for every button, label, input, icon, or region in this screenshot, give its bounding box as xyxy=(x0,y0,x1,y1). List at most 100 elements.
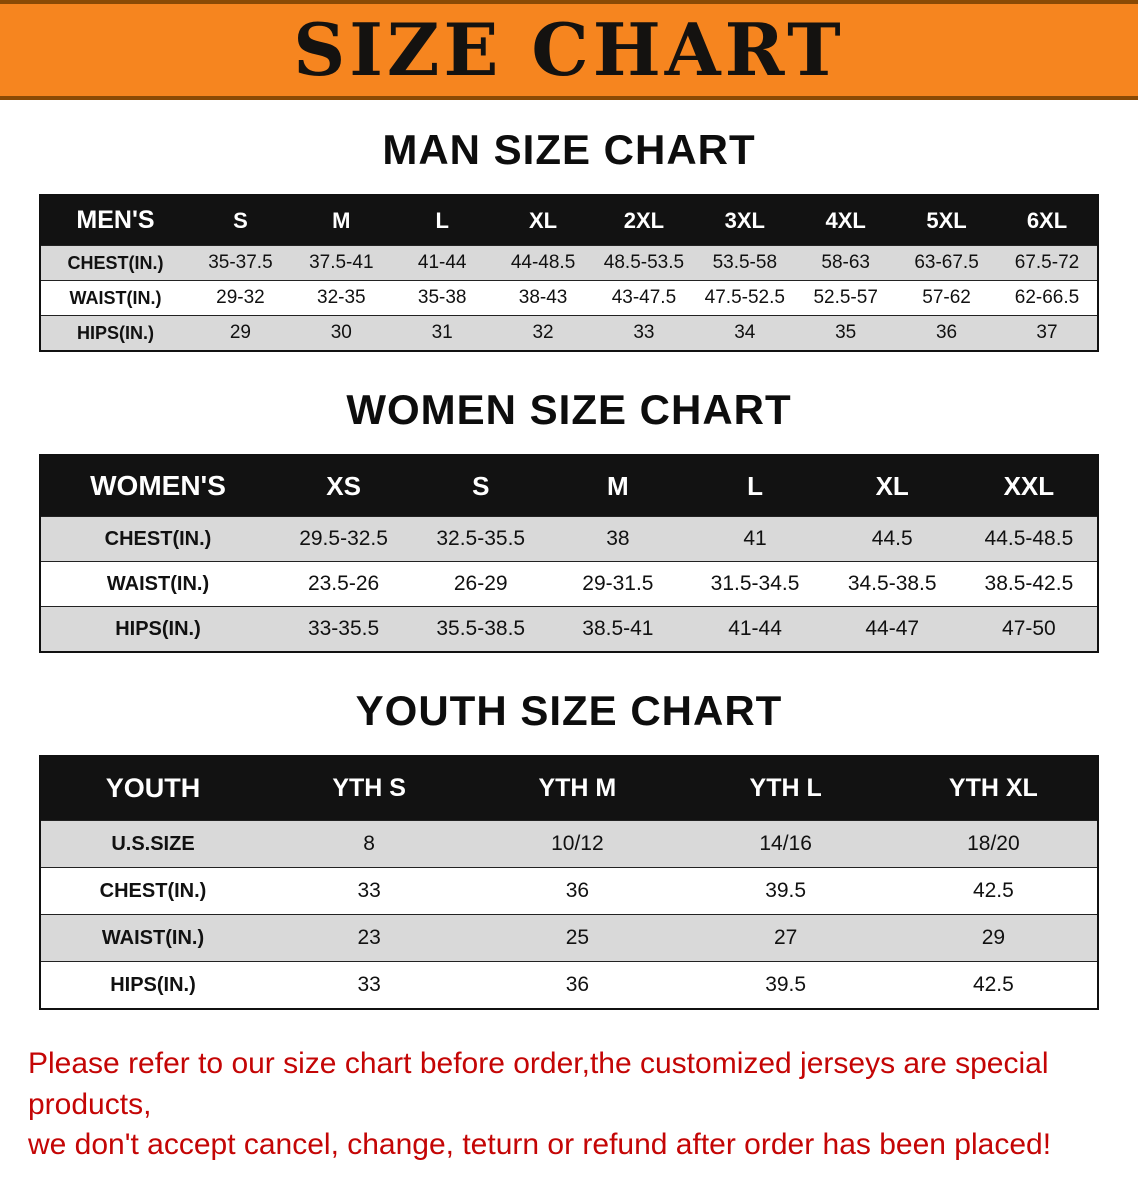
table-row: HIPS(IN.) 29 30 31 32 33 34 35 36 37 xyxy=(40,315,1098,352)
size-value-cell: 29-31.5 xyxy=(549,561,687,607)
size-value-cell: 63-67.5 xyxy=(896,245,997,281)
youth-header-row: YOUTH YTH S YTH M YTH L YTH XL xyxy=(40,756,1098,821)
youth-size-heading: YOUTH SIZE CHART xyxy=(355,687,783,734)
women-size-table: WOMEN'S XS S M L XL XXL CHEST(IN.) 29.5-32.5 32.5… xyxy=(39,454,1099,653)
size-value-cell: 23.5-26 xyxy=(275,561,413,607)
size-value-cell: 32-35 xyxy=(290,280,392,316)
row-label-cell: CHEST(IN.) xyxy=(40,516,275,562)
size-value-cell: 47.5-52.5 xyxy=(694,280,796,316)
size-value-cell: 35-38 xyxy=(391,280,493,316)
table-row: WAIST(IN.) 23.5-26 26-29 29-31.5 31.5-34.5 34… xyxy=(40,561,1098,607)
size-column-header: YTH S xyxy=(265,756,474,821)
youth-size-section: YOUTH SIZE CHART YOUTH YTH S YTH M YTH L YTH… xyxy=(0,687,1138,1010)
women-size-section: WOMEN SIZE CHART WOMEN'S XS S M L XL XXL CHEST(… xyxy=(0,386,1138,653)
size-value-cell: 38.5-42.5 xyxy=(960,561,1098,607)
table-row: CHEST(IN.) 35-37.5 37.5-41 41-44 44-48.5 48.5… xyxy=(40,245,1098,281)
table-row: WAIST(IN.) 23 25 27 29 xyxy=(40,914,1098,962)
size-value-cell: 33-35.5 xyxy=(275,606,413,653)
size-value-cell: 48.5-53.5 xyxy=(593,245,695,281)
size-value-cell: 38-43 xyxy=(492,280,594,316)
size-value-cell: 41-44 xyxy=(686,606,824,653)
size-value-cell: 36 xyxy=(473,867,682,915)
size-value-cell: 38 xyxy=(549,516,687,562)
women-header-row: WOMEN'S XS S M L XL XXL xyxy=(40,455,1098,517)
size-value-cell: 37 xyxy=(997,315,1098,352)
banner-title: SIZE CHART xyxy=(293,7,845,92)
table-row: CHEST(IN.) 29.5-32.5 32.5-35.5 38 41 44.5 44.5… xyxy=(40,516,1098,562)
size-column-header: YTH M xyxy=(473,756,682,821)
size-value-cell: 30 xyxy=(290,315,392,352)
size-value-cell: 58-63 xyxy=(795,245,897,281)
size-value-cell: 44.5 xyxy=(823,516,961,562)
size-column-header: L xyxy=(686,455,824,517)
size-value-cell: 44.5-48.5 xyxy=(960,516,1098,562)
men-size-section: MAN SIZE CHART MEN'S S M L XL 2XL 3XL 4XL 5XL 6XL… xyxy=(0,126,1138,352)
size-column-header: 3XL xyxy=(694,195,796,246)
size-value-cell: 36 xyxy=(896,315,997,352)
size-value-cell: 33 xyxy=(593,315,695,352)
row-label-cell: WAIST(IN.) xyxy=(40,561,275,607)
size-column-header: 5XL xyxy=(896,195,997,246)
size-value-cell: 41-44 xyxy=(391,245,493,281)
size-value-cell: 47-50 xyxy=(960,606,1098,653)
row-label-cell: U.S.SIZE xyxy=(40,820,265,868)
size-value-cell: 33 xyxy=(265,961,474,1010)
size-value-cell: 29-32 xyxy=(190,280,291,316)
size-value-cell: 35 xyxy=(795,315,897,352)
row-label-cell: WAIST(IN.) xyxy=(40,280,190,316)
size-value-cell: 31.5-34.5 xyxy=(686,561,824,607)
size-value-cell: 27 xyxy=(681,914,890,962)
row-label-cell: CHEST(IN.) xyxy=(40,245,190,281)
size-value-cell: 37.5-41 xyxy=(290,245,392,281)
row-label-cell: WAIST(IN.) xyxy=(40,914,265,962)
table-row: HIPS(IN.) 33 36 39.5 42.5 xyxy=(40,961,1098,1010)
size-value-cell: 31 xyxy=(391,315,493,352)
size-value-cell: 62-66.5 xyxy=(997,280,1098,316)
size-column-header: XL xyxy=(492,195,594,246)
size-column-header: XS xyxy=(275,455,413,517)
size-value-cell: 23 xyxy=(265,914,474,962)
size-chart-banner: SIZE CHART xyxy=(0,0,1138,100)
size-value-cell: 14/16 xyxy=(681,820,890,868)
size-column-header: 4XL xyxy=(795,195,897,246)
size-value-cell: 36 xyxy=(473,961,682,1010)
size-value-cell: 44-48.5 xyxy=(492,245,594,281)
men-size-heading: MAN SIZE CHART xyxy=(382,126,756,173)
size-value-cell: 26-29 xyxy=(412,561,550,607)
size-value-cell: 33 xyxy=(265,867,474,915)
size-value-cell: 38.5-41 xyxy=(549,606,687,653)
size-column-header: S xyxy=(412,455,550,517)
row-label-cell: HIPS(IN.) xyxy=(40,315,190,352)
size-value-cell: 8 xyxy=(265,820,474,868)
men-size-table: MEN'S S M L XL 2XL 3XL 4XL 5XL 6XL CHEST(IN.) 35-37… xyxy=(39,194,1099,352)
size-value-cell: 34 xyxy=(694,315,796,352)
size-value-cell: 57-62 xyxy=(896,280,997,316)
row-label-cell: CHEST(IN.) xyxy=(40,867,265,915)
size-value-cell: 32.5-35.5 xyxy=(412,516,550,562)
size-value-cell: 67.5-72 xyxy=(997,245,1098,281)
size-column-header: YTH XL xyxy=(889,756,1098,821)
size-value-cell: 41 xyxy=(686,516,824,562)
size-column-header: S xyxy=(190,195,291,246)
size-value-cell: 39.5 xyxy=(681,867,890,915)
size-value-cell: 52.5-57 xyxy=(795,280,897,316)
size-column-header: YTH L xyxy=(681,756,890,821)
size-value-cell: 18/20 xyxy=(889,820,1098,868)
disclaimer-line-2: we don't accept cancel, change, teturn o… xyxy=(28,1128,1052,1161)
size-value-cell: 42.5 xyxy=(889,961,1098,1010)
size-value-cell: 25 xyxy=(473,914,682,962)
size-value-cell: 29 xyxy=(190,315,291,352)
size-value-cell: 42.5 xyxy=(889,867,1098,915)
size-column-header: XXL xyxy=(960,455,1098,517)
youth-table-title-cell: YOUTH xyxy=(40,756,265,821)
disclaimer-line-1: Please refer to our size chart before or… xyxy=(28,1047,1049,1121)
size-value-cell: 32 xyxy=(492,315,594,352)
size-value-cell: 34.5-38.5 xyxy=(823,561,961,607)
table-row: HIPS(IN.) 33-35.5 35.5-38.5 38.5-41 41-44 44-… xyxy=(40,606,1098,653)
women-table-title-cell: WOMEN'S xyxy=(40,455,275,517)
size-column-header: M xyxy=(290,195,392,246)
size-column-header: 2XL xyxy=(593,195,695,246)
size-column-header: XL xyxy=(823,455,961,517)
row-label-cell: HIPS(IN.) xyxy=(40,961,265,1010)
row-label-cell: HIPS(IN.) xyxy=(40,606,275,653)
